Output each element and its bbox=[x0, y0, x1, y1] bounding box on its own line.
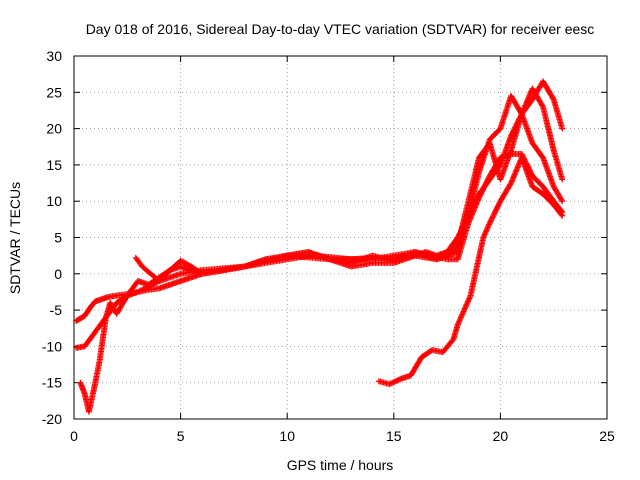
data-point bbox=[88, 299, 98, 310]
data-point bbox=[81, 304, 94, 319]
x-tick-label: 10 bbox=[279, 428, 295, 444]
y-tick-labels: -20 -15 -10 -5 0 5 10 15 20 25 30 bbox=[42, 48, 62, 427]
data-point bbox=[284, 252, 332, 263]
y-tick-label: 25 bbox=[46, 84, 62, 100]
data-point bbox=[473, 236, 487, 270]
data-point bbox=[508, 92, 524, 116]
y-axis-label: SDTVAR / TECUs bbox=[7, 182, 23, 294]
data-point bbox=[529, 85, 546, 109]
data-point bbox=[326, 256, 374, 263]
data-point bbox=[480, 221, 493, 241]
data-point bbox=[540, 78, 556, 102]
data-point bbox=[81, 330, 98, 350]
y-tick-label: -10 bbox=[42, 338, 62, 354]
data-point bbox=[113, 293, 130, 317]
data-point bbox=[529, 140, 546, 160]
y-tick-label: -5 bbox=[50, 302, 63, 318]
x-tick-label: 20 bbox=[493, 428, 509, 444]
series-track-4 bbox=[77, 151, 566, 415]
data-point bbox=[348, 260, 374, 270]
data-point bbox=[518, 154, 535, 189]
data-points bbox=[73, 78, 566, 415]
data-point bbox=[73, 313, 87, 324]
data-point bbox=[540, 183, 556, 203]
data-point bbox=[486, 155, 503, 179]
data-point bbox=[198, 263, 246, 274]
data-point bbox=[559, 125, 566, 132]
data-point bbox=[177, 274, 193, 285]
x-tick-label: 0 bbox=[70, 428, 78, 444]
data-point bbox=[540, 154, 557, 189]
data-point bbox=[497, 94, 514, 132]
data-point bbox=[559, 212, 566, 219]
chart-title: Day 018 of 2016, Sidereal Day-to-day VTE… bbox=[86, 21, 595, 37]
data-point bbox=[529, 172, 545, 189]
data-point bbox=[540, 190, 556, 207]
data-point bbox=[454, 308, 467, 328]
data-point bbox=[85, 381, 98, 415]
data-point bbox=[156, 282, 172, 292]
data-point bbox=[96, 315, 109, 364]
data-point bbox=[461, 294, 473, 314]
data-point bbox=[465, 156, 482, 205]
data-point bbox=[540, 103, 557, 152]
data-point bbox=[369, 259, 396, 266]
data-point bbox=[156, 271, 183, 285]
data-point bbox=[497, 181, 514, 205]
data-point bbox=[454, 221, 471, 263]
data-point bbox=[241, 253, 289, 270]
data-point bbox=[92, 359, 103, 386]
data-point bbox=[369, 249, 417, 263]
data-point bbox=[550, 147, 565, 181]
data-point bbox=[439, 337, 456, 356]
y-tick-label: 20 bbox=[46, 121, 62, 137]
grid-lines bbox=[74, 56, 607, 419]
data-point bbox=[529, 183, 545, 197]
data-point bbox=[486, 126, 503, 143]
data-point bbox=[134, 278, 161, 295]
data-point bbox=[386, 376, 402, 388]
data-point bbox=[407, 355, 424, 379]
data-point bbox=[132, 254, 145, 269]
y-tick-label: -15 bbox=[42, 375, 62, 391]
y-tick-label: 30 bbox=[46, 48, 62, 64]
series-track-5 bbox=[375, 154, 566, 388]
data-point bbox=[467, 265, 480, 299]
data-point bbox=[550, 96, 565, 131]
data-point bbox=[177, 267, 204, 277]
y-tick-label: 0 bbox=[54, 266, 62, 282]
x-tick-label: 5 bbox=[177, 428, 185, 444]
data-point bbox=[559, 176, 566, 183]
axis-ticks bbox=[73, 55, 608, 420]
y-tick-label: 5 bbox=[54, 230, 62, 246]
y-tick-label: 15 bbox=[46, 157, 62, 173]
data-point bbox=[450, 323, 461, 343]
data-point bbox=[550, 201, 565, 218]
data-point bbox=[390, 253, 417, 266]
data-point bbox=[476, 137, 493, 176]
x-axis-label: GPS time / hours bbox=[287, 457, 394, 473]
data-point bbox=[177, 257, 193, 269]
x-tick-label: 25 bbox=[599, 428, 615, 444]
data-point bbox=[518, 111, 535, 145]
data-point bbox=[465, 195, 482, 226]
x-tick-label: 15 bbox=[386, 428, 402, 444]
x-tick-labels: 0 5 10 15 20 25 bbox=[70, 428, 615, 444]
data-point bbox=[77, 379, 88, 396]
data-point bbox=[559, 198, 566, 205]
data-point bbox=[476, 174, 493, 201]
data-point bbox=[486, 199, 503, 226]
y-tick-label: 10 bbox=[46, 193, 62, 209]
data-point bbox=[139, 263, 153, 276]
data-point bbox=[550, 183, 565, 203]
data-point bbox=[412, 249, 449, 262]
y-tick-label: -20 bbox=[42, 411, 62, 427]
